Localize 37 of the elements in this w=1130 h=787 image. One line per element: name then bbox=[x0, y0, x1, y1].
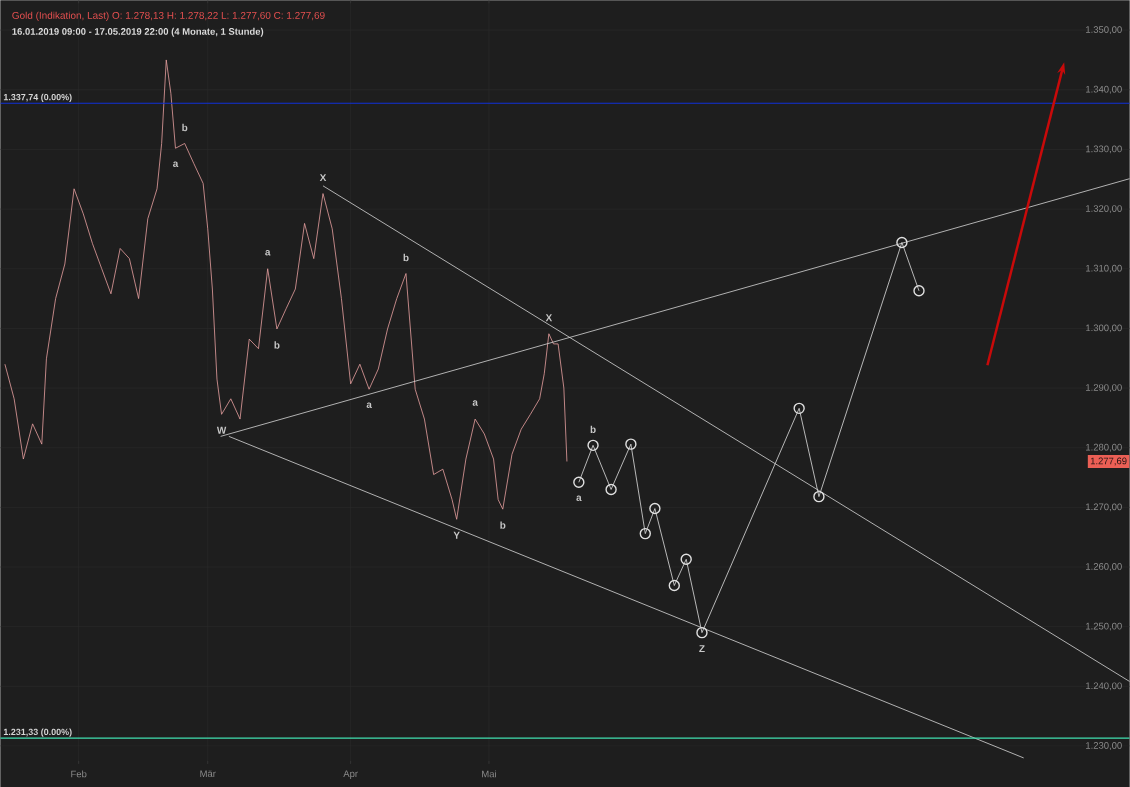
x-tick-label: Apr bbox=[343, 770, 358, 779]
annotation: 1.277,69 bbox=[1090, 457, 1127, 466]
annotation: b bbox=[500, 521, 506, 529]
y-tick-label: 1.270,00 bbox=[1086, 503, 1122, 512]
text: 16.01.2019 09:00 - 17.05.2019 22:00 (4 Monate, 1 Stunde) bbox=[12, 27, 264, 37]
y-tick-label: 1.300,00 bbox=[1086, 324, 1122, 333]
annotation: W bbox=[216, 426, 227, 434]
annotation: a bbox=[173, 161, 179, 168]
y-tick-label: 1.260,00 bbox=[1086, 563, 1122, 571]
annotation: X bbox=[319, 174, 327, 182]
x-tick-label: Mai bbox=[482, 770, 496, 778]
y-tick-label: 1.340,00 bbox=[1086, 85, 1122, 94]
y-tick-label: 1.330,00 bbox=[1086, 145, 1122, 154]
annotation: Z bbox=[699, 645, 705, 653]
x-tick-label: Mär bbox=[200, 770, 216, 778]
y-tick-label: 1.320,00 bbox=[1086, 205, 1122, 214]
annotation: Y bbox=[453, 531, 460, 539]
y-tick-label: 1.240,00 bbox=[1086, 682, 1122, 691]
y-tick-label: 1.350,00 bbox=[1086, 26, 1122, 35]
ref-line-label: 1.337,74 (0.00%) bbox=[3, 93, 72, 103]
annotation: a bbox=[265, 250, 271, 256]
annotation: b bbox=[182, 123, 188, 132]
annotation: a bbox=[472, 400, 478, 406]
x-tick-label: Feb bbox=[71, 770, 87, 778]
annotation: a bbox=[366, 402, 372, 409]
annotation: b bbox=[274, 341, 280, 349]
y-tick-label: 1.310,00 bbox=[1086, 264, 1122, 273]
annotation: X bbox=[545, 314, 553, 322]
annotation: a bbox=[576, 495, 582, 502]
annotation: b bbox=[590, 425, 596, 434]
ref-line-label: 1.231,33 (0.00%) bbox=[3, 728, 72, 737]
annotation: b bbox=[403, 253, 409, 262]
y-tick-label: 1.290,00 bbox=[1086, 384, 1122, 393]
y-tick-label: 1.230,00 bbox=[1086, 742, 1122, 750]
y-tick-label: 1.280,00 bbox=[1086, 443, 1122, 452]
y-tick-label: 1.250,00 bbox=[1086, 622, 1122, 631]
text: Gold (Indikation, Last) O: 1.278,13 H: 1.278,22 L: 1.277,60 C: 1.277,69 bbox=[12, 11, 325, 21]
